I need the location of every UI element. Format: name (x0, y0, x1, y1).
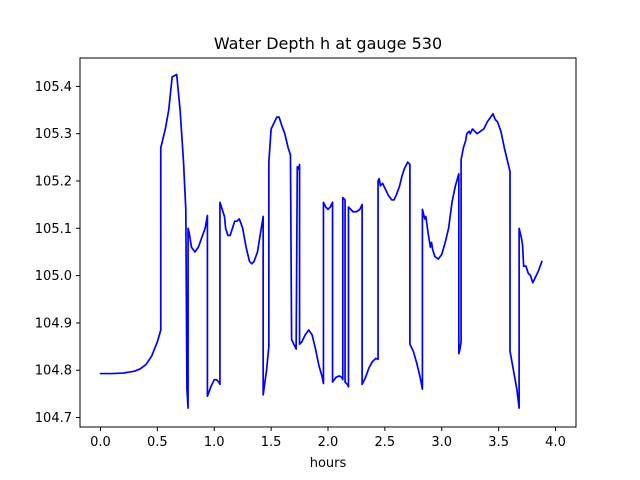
y-tick-label: 105.2 (35, 175, 72, 190)
series-layer (99, 73, 543, 409)
x-tick-label: 4.0 (545, 435, 566, 450)
x-tick-label: 3.0 (431, 435, 452, 450)
x-tick-label: 0.5 (147, 435, 168, 450)
water-depth-series-line (99, 73, 543, 409)
x-axis-ticks: 0.0 0.5 1.0 1.5 2.0 2.5 3.0 3.5 4.0 (90, 427, 566, 450)
x-tick-label: 1.0 (204, 435, 225, 450)
y-tick-label: 105.4 (35, 80, 72, 95)
x-tick-label: 1.5 (261, 435, 282, 450)
x-tick-label: 2.5 (375, 435, 396, 450)
y-tick-label: 105.3 (35, 127, 72, 142)
x-tick-label: 0.0 (90, 435, 111, 450)
y-tick-label: 104.7 (35, 411, 72, 426)
y-axis-ticks: 104.7 104.8 104.9 105.0 105.1 105.2 105.3 105.4 (35, 80, 80, 426)
x-tick-label: 3.5 (488, 435, 509, 450)
x-tick-label: 2.0 (318, 435, 339, 450)
x-axis-label: hours (310, 456, 347, 471)
chart-title: Water Depth h at gauge 530 (214, 34, 442, 53)
y-tick-label: 105.1 (35, 222, 72, 237)
y-tick-label: 104.9 (35, 316, 72, 331)
y-tick-label: 105.0 (35, 269, 72, 284)
y-tick-label: 104.8 (35, 364, 72, 379)
